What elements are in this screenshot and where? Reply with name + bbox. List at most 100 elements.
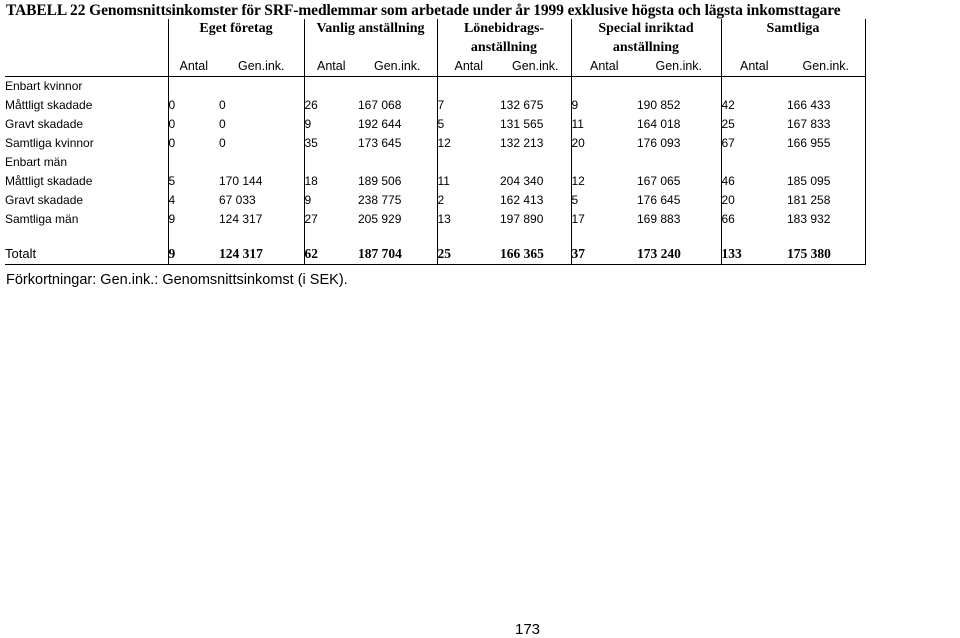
count-cell: 11 [437, 174, 450, 188]
avg-income-cell: 132 675 [500, 96, 572, 115]
count-cell: 66 [721, 212, 735, 226]
section-row: Enbart män [5, 153, 866, 172]
avg-income-cell: 124 317 [219, 210, 305, 229]
count-cell: 42 [721, 98, 735, 112]
count-cell: 46 [721, 174, 735, 188]
avg-income-cell: 183 932 [787, 210, 866, 229]
empty-cell [787, 76, 866, 96]
total-count-cell: 133 [721, 244, 787, 265]
count-cell: 9 [571, 98, 579, 112]
avg-income-cell: 197 890 [500, 210, 572, 229]
avg-income-cell: 67 033 [219, 191, 305, 210]
table-row: Måttligt skadade 0 0 26 167 068 7 132 675 9 190 … [5, 96, 866, 115]
count-cell: 0 [167, 96, 219, 115]
empty-cell [500, 76, 572, 96]
count-cell: 2 [437, 193, 445, 207]
sub-header-count: Antal [304, 57, 358, 77]
total-count-cell: 25 [437, 244, 500, 265]
total-count-cell: 37 [571, 244, 637, 265]
count-cell: 17 [571, 212, 585, 226]
count-cell: 35 [304, 136, 318, 150]
section-label: Enbart män [5, 155, 68, 169]
empty-cell [571, 229, 637, 244]
empty-cell [358, 153, 438, 172]
empty-cell [787, 229, 866, 244]
empty-cell [219, 229, 305, 244]
empty-cell [167, 229, 219, 244]
count-cell: 5 [167, 172, 219, 191]
count-cell: 4 [167, 191, 219, 210]
group-header-vanlig-anstallning: Vanlig anställning [304, 19, 438, 57]
avg-income-cell: 185 095 [787, 172, 866, 191]
sub-header-avg: Gen.ink. [358, 57, 438, 77]
sub-header-row: Antal Gen.ink. Antal Gen.ink. Antal Gen.… [5, 57, 866, 77]
avg-income-cell: 176 093 [637, 134, 722, 153]
avg-income-cell: 181 258 [787, 191, 866, 210]
row-label: Måttligt skadade [5, 98, 93, 112]
total-avg-income-cell: 166 365 [500, 244, 572, 265]
avg-income-cell: 167 833 [787, 115, 866, 134]
empty-cell [721, 77, 787, 97]
avg-income-cell: 173 645 [358, 134, 438, 153]
table-row: Samtliga män 9 124 317 27 205 929 13 197 890 17… [5, 210, 866, 229]
table-row: Måttligt skadade 5 170 144 18 189 506 11 204 3… [5, 172, 866, 191]
corner-cell [5, 19, 168, 57]
avg-income-cell: 167 068 [358, 96, 438, 115]
empty-cell [304, 153, 358, 172]
group-header-special-inriktad: Special inriktad anställning [571, 19, 722, 57]
avg-income-cell: 166 955 [787, 134, 866, 153]
avg-income-cell: 169 883 [637, 210, 722, 229]
empty-cell [219, 153, 305, 172]
count-cell: 18 [304, 174, 318, 188]
group-header-lonebidrag: Lönebidrags-anställning [437, 19, 572, 57]
total-avg-income-cell: 124 317 [219, 244, 305, 265]
abbreviation-note: Förkortningar: Gen.ink.: Genomsnittsinko… [6, 272, 348, 288]
avg-income-cell: 167 065 [637, 172, 722, 191]
sub-header-count: Antal [571, 57, 637, 77]
count-cell: 9 [167, 210, 219, 229]
avg-income-cell: 0 [219, 134, 305, 153]
group-header-row: Eget företag Vanlig anställning Lönebidr… [5, 19, 866, 57]
section-label: Enbart kvinnor [5, 79, 83, 93]
empty-cell [500, 153, 572, 172]
sub-header-count: Antal [437, 57, 500, 77]
empty-cell [787, 153, 866, 172]
sub-header-count: Antal [167, 57, 219, 77]
row-label: Samtliga kvinnor [5, 136, 94, 150]
avg-income-cell: 192 644 [358, 115, 438, 134]
avg-income-cell: 162 413 [500, 191, 572, 210]
table-row: Gravt skadade 4 67 033 9 238 775 2 162 413 5 176… [5, 191, 866, 210]
avg-income-cell: 131 565 [500, 115, 572, 134]
empty-cell [5, 229, 168, 244]
count-cell: 0 [167, 134, 219, 153]
count-cell: 12 [437, 136, 451, 150]
empty-cell [304, 77, 358, 97]
avg-income-cell: 166 433 [787, 96, 866, 115]
empty-cell [358, 76, 438, 96]
empty-cell [167, 76, 219, 96]
total-count-cell: 62 [304, 244, 358, 265]
sub-header-avg: Gen.ink. [787, 57, 866, 77]
avg-income-cell: 238 775 [358, 191, 438, 210]
empty-cell [571, 153, 637, 172]
empty-cell [571, 77, 637, 97]
empty-cell [721, 229, 787, 244]
group-header-samtliga: Samtliga [721, 19, 866, 57]
total-avg-income-cell: 173 240 [637, 244, 722, 265]
row-label: Måttligt skadade [5, 174, 93, 188]
empty-cell [219, 76, 305, 96]
avg-income-cell: 164 018 [637, 115, 722, 134]
table-row: Samtliga kvinnor 0 0 35 173 645 12 132 213 20 17… [5, 134, 866, 153]
empty-cell [637, 229, 722, 244]
total-avg-income-cell: 175 380 [787, 244, 866, 265]
count-cell: 12 [571, 174, 585, 188]
avg-income-cell: 189 506 [358, 172, 438, 191]
table-body: Enbart kvinnor Måttligt skadade 0 0 26 167 06… [5, 76, 866, 265]
count-cell: 5 [571, 193, 579, 207]
empty-cell [304, 229, 358, 244]
count-cell: 67 [721, 136, 735, 150]
avg-income-cell: 205 929 [358, 210, 438, 229]
table-title: TABELL 22 Genomsnittsinkomster för SRF-m… [6, 2, 841, 19]
total-count-cell: 9 [167, 244, 219, 265]
